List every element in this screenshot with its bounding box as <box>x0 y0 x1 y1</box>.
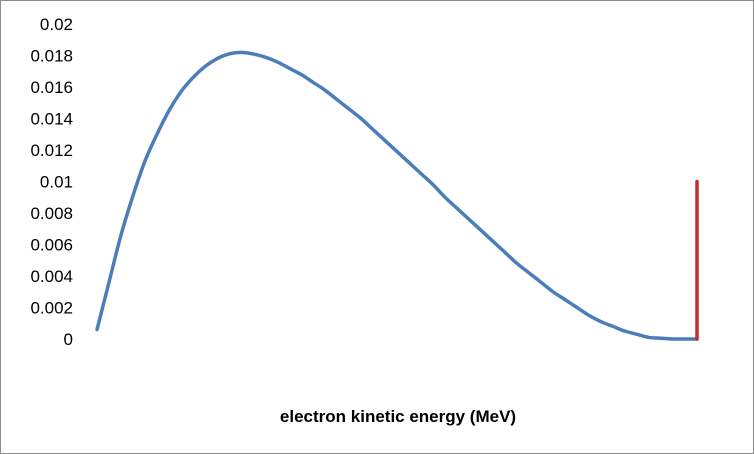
y-tick-label: 0.018 <box>30 47 73 66</box>
x-axis-title: electron kinetic energy (MeV) <box>280 407 516 426</box>
y-tick-label: 0.012 <box>30 141 73 160</box>
y-tick-label: 0.02 <box>40 15 73 34</box>
y-tick-label: 0.01 <box>40 173 73 192</box>
y-tick-label: 0.014 <box>30 110 73 129</box>
y-tick-label: 0.008 <box>30 204 73 223</box>
series-line-1 <box>95 50 699 341</box>
y-tick-label: 0.004 <box>30 267 73 286</box>
y-tick-label: 0.016 <box>30 78 73 97</box>
y-axis-ticks: 0 0.002 0.004 0.006 0.008 0.01 0.012 0.014 0.016… <box>30 15 73 349</box>
y-tick-label: 0.006 <box>30 236 73 255</box>
series-layer <box>95 50 699 341</box>
y-tick-label: 0 <box>64 330 73 349</box>
y-tick-label: 0.002 <box>30 299 73 318</box>
